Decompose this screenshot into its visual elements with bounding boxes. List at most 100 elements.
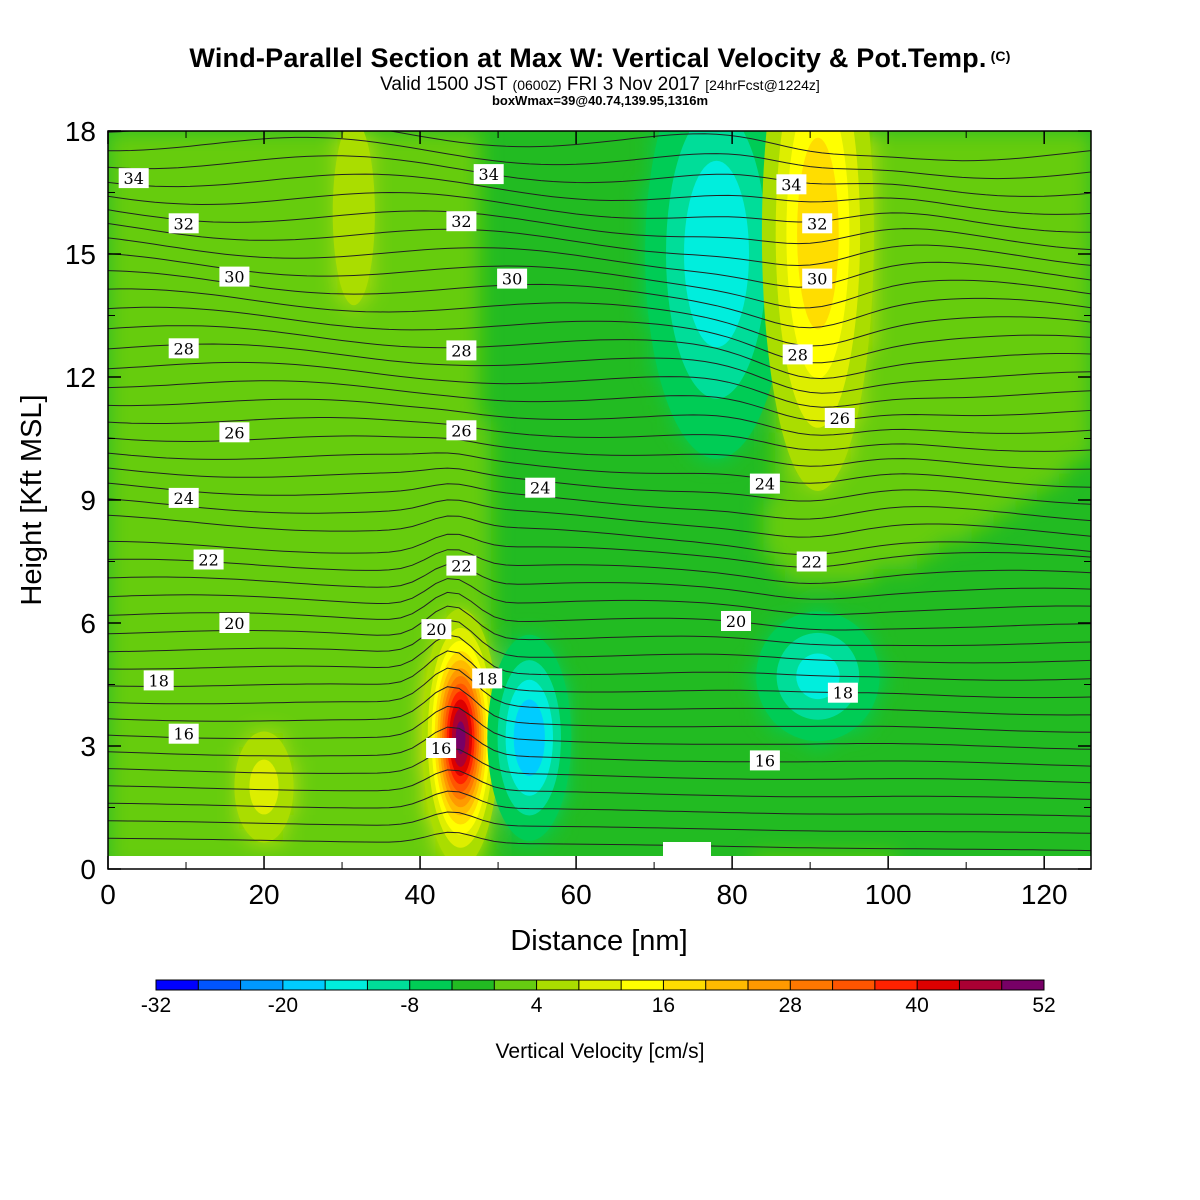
w-field-cell	[479, 568, 492, 583]
w-field-cell	[959, 308, 972, 324]
w-field-cell	[162, 609, 175, 624]
w-field-cell	[1069, 308, 1081, 324]
w-field-cell	[118, 336, 131, 351]
w-field-cell	[304, 759, 317, 775]
w-field-cell	[337, 431, 350, 447]
w-field-cell	[927, 527, 939, 542]
w-field-cell	[927, 281, 939, 296]
w-field-cell	[282, 185, 295, 201]
w-field-cell	[424, 349, 437, 365]
w-field-cell	[905, 254, 917, 269]
w-field-cell	[315, 705, 328, 720]
w-field-cell	[337, 841, 350, 856]
w-field-cell	[1069, 226, 1081, 242]
w-field-cell	[1080, 158, 1091, 173]
w-field-cell	[228, 254, 240, 269]
w-field-cell	[315, 623, 328, 638]
w-field-cell	[184, 595, 197, 611]
w-field-cell	[468, 131, 481, 146]
w-field-cell	[468, 377, 481, 392]
w-field-cell	[1014, 226, 1027, 242]
w-field-cell	[970, 158, 983, 173]
w-field-cell	[315, 636, 328, 652]
w-field-cell	[151, 787, 164, 802]
w-field-cell	[774, 513, 786, 529]
w-field-cell	[370, 650, 382, 665]
w-field-cell	[337, 527, 350, 542]
w-field-cell	[118, 773, 131, 788]
w-field-cell	[151, 459, 164, 474]
w-field-cell	[359, 582, 371, 597]
w-field-cell	[293, 213, 306, 228]
w-field-cell	[337, 691, 350, 706]
w-field-cell	[271, 390, 284, 406]
w-field-cell	[1058, 281, 1070, 296]
w-field-cell	[271, 677, 284, 693]
w-field-cell	[162, 308, 175, 324]
w-field-cell	[293, 404, 306, 419]
w-field-cell	[293, 814, 306, 829]
x-tick-label: 0	[100, 879, 116, 910]
theta-isoline	[108, 361, 1091, 408]
w-field-cell	[392, 295, 404, 310]
w-field-cell	[228, 336, 240, 351]
w-field-cell	[370, 199, 382, 214]
w-field-cell	[271, 226, 284, 242]
w-field-cell	[228, 131, 240, 146]
w-field-cell	[381, 226, 393, 242]
w-field-cell	[118, 582, 131, 597]
w-field-cell	[872, 308, 885, 324]
w-field-cell	[239, 281, 251, 296]
w-field-cell	[1069, 445, 1081, 460]
w-field-cell	[970, 349, 983, 365]
w-field-cell	[949, 322, 961, 337]
w-field-cell	[282, 582, 295, 597]
w-field-cell	[250, 445, 262, 460]
w-field-cell	[1003, 404, 1016, 419]
w-field-cell	[271, 718, 284, 734]
w-field-cell	[217, 500, 229, 515]
w-field-cell	[250, 172, 262, 187]
w-field-cell	[905, 308, 917, 324]
w-field-cell	[184, 267, 197, 283]
w-field-cell	[468, 390, 481, 406]
w-field-cell	[1014, 308, 1027, 324]
w-field-cell	[151, 486, 164, 501]
w-field-cell	[129, 677, 142, 693]
w-field-cell	[315, 527, 328, 542]
w-field-cell	[162, 828, 175, 843]
w-field-cell	[861, 500, 874, 515]
w-field-cell	[140, 705, 153, 720]
w-field-cell	[381, 705, 393, 720]
w-field-cell	[217, 595, 229, 611]
w-field-cell	[774, 459, 786, 474]
w-field-cell	[927, 472, 939, 488]
theta-contour-label: 24	[749, 473, 780, 494]
w-field-cell	[271, 431, 284, 447]
w-field-cell	[468, 267, 481, 283]
w-field-cell	[118, 390, 131, 406]
w-field-cell	[250, 527, 262, 542]
w-field-cell	[129, 732, 142, 747]
colorbar-swatch	[536, 980, 580, 990]
w-field-cell	[817, 513, 830, 529]
w-field-cell	[381, 418, 393, 433]
w-field-cell	[108, 144, 120, 160]
w-field-cell	[1047, 390, 1059, 406]
w-field-cell	[250, 582, 262, 597]
w-field-cell	[348, 732, 360, 747]
w-field-cell	[337, 568, 350, 583]
w-field-cell	[282, 295, 295, 310]
w-field-cell	[850, 500, 863, 515]
w-field-cell	[129, 322, 142, 337]
w-field-cell	[850, 527, 863, 542]
theta-isoline	[108, 605, 1091, 647]
w-field-cell	[293, 308, 306, 324]
w-field-cell	[326, 650, 339, 665]
w-field-cell	[828, 554, 841, 570]
w-field-cell	[304, 636, 317, 652]
w-field-cell	[162, 240, 175, 255]
w-field-cell	[872, 240, 885, 255]
w-field-cell	[392, 226, 404, 242]
w-field-cell	[894, 322, 907, 337]
